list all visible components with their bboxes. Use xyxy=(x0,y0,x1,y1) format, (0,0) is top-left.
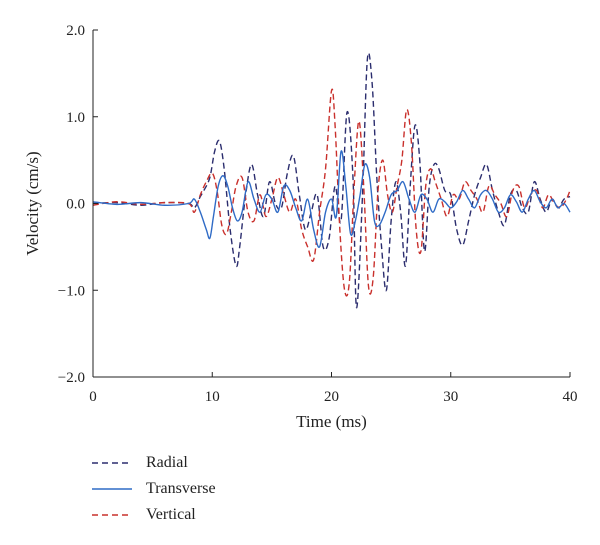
legend-label-radial: Radial xyxy=(146,454,188,471)
x-ticks: 0 10 20 30 40 xyxy=(89,372,578,405)
y-tick-label: −2.0 xyxy=(58,370,85,386)
y-tick-label: 0.0 xyxy=(66,197,85,213)
legend-label-transverse: Transverse xyxy=(146,480,216,497)
legend-swatch-radial xyxy=(92,462,132,464)
x-tick-label: 40 xyxy=(563,389,578,405)
y-tick-label: −1.0 xyxy=(58,283,85,299)
y-tick-label: 1.0 xyxy=(66,110,85,126)
series-layer xyxy=(92,52,571,309)
x-axis-title: Time (ms) xyxy=(296,412,367,431)
series-line-transverse xyxy=(92,150,571,248)
series-line-vertical xyxy=(92,88,571,297)
y-axis-title: Velocity (cm/s) xyxy=(23,151,42,255)
x-tick-label: 30 xyxy=(443,389,458,405)
legend-item-radial: Radial xyxy=(90,450,216,476)
y-tick-label: 2.0 xyxy=(66,23,85,39)
y-ticks: 2.0 1.0 0.0 −1.0 −2.0 xyxy=(58,23,98,386)
chart: 2.0 1.0 0.0 −1.0 −2.0 0 10 20 30 40 Time (ms) Ve… xyxy=(23,23,578,431)
axes-layer: 2.0 1.0 0.0 −1.0 −2.0 0 10 20 30 40 xyxy=(58,23,578,405)
x-tick-label: 0 xyxy=(89,389,97,405)
legend: Radial Transverse Vertical xyxy=(90,450,216,528)
legend-label-vertical: Vertical xyxy=(146,506,196,523)
x-tick-label: 20 xyxy=(324,389,339,405)
legend-swatch-transverse xyxy=(92,488,132,490)
series-line-radial xyxy=(92,52,571,309)
x-tick-label: 10 xyxy=(205,389,220,405)
legend-item-vertical: Vertical xyxy=(90,502,216,528)
legend-swatch-vertical xyxy=(92,514,132,516)
legend-item-transverse: Transverse xyxy=(90,476,216,502)
